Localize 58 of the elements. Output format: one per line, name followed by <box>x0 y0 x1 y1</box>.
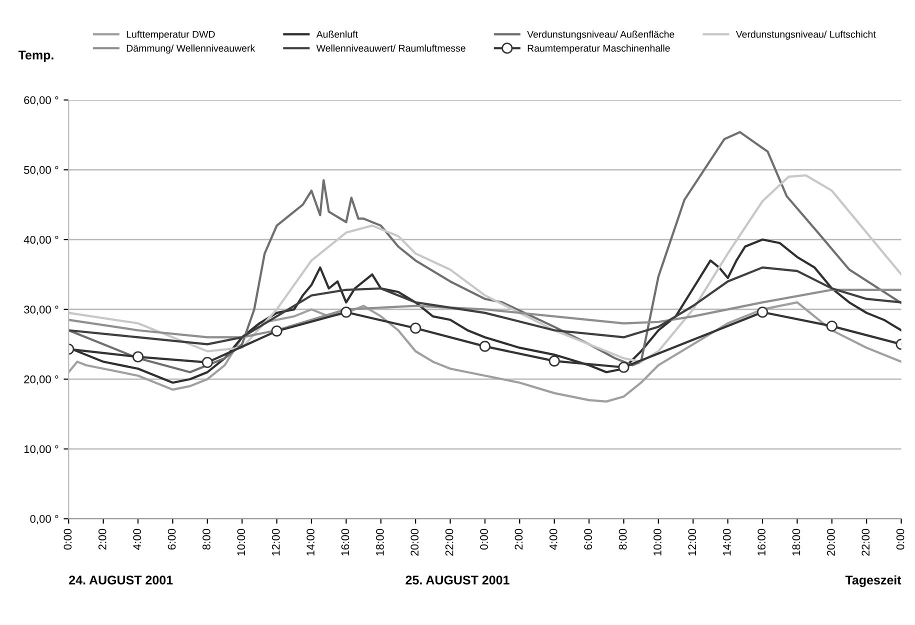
x-tick-label: 12:00 <box>272 528 280 556</box>
point <box>410 322 422 334</box>
legend-label: Raumtemperatur Maschinenhalle <box>528 44 670 54</box>
x-tick-label: 16:00 <box>758 528 766 556</box>
legend-label: Wellenniveauwert/ Raumluftmesse <box>316 44 466 52</box>
x-tick-label: 6:00 <box>168 528 176 550</box>
point <box>548 355 560 367</box>
x-tick-label: 16:00 <box>341 528 350 556</box>
x-tick-label: 10:00 <box>237 528 246 556</box>
point <box>132 351 144 362</box>
legend-label: Verdunstungsniveau/ Luftschicht <box>736 30 876 40</box>
x-tick-label: 8:00 <box>202 528 210 550</box>
y-tick-label: 40,00 ° <box>24 236 58 246</box>
x-tick-label: 2:00 <box>514 528 523 550</box>
line-series <box>68 301 902 403</box>
y-tick-label: 50,00 ° <box>24 166 58 176</box>
point <box>826 320 838 332</box>
x-tick-label: 12:00 <box>688 528 696 556</box>
x-tick-label: 8:00 <box>618 528 627 550</box>
x-tick-label: 4:00 <box>549 528 558 550</box>
legend-label: Verdunstungsniveau/ Außenfläche <box>527 30 674 40</box>
x-tick-label: 2:00 <box>98 528 106 550</box>
legend-label: Lufttemperatur DWD <box>126 30 215 40</box>
line-series <box>68 266 902 346</box>
y-axis-title: Temp. <box>18 50 54 62</box>
y-tick-label: 30,00 ° <box>24 306 58 315</box>
text: 24. AUGUST 2001 <box>69 576 173 584</box>
y-tick-label: 0,00 ° <box>30 515 58 524</box>
x-tick-label: 14:00 <box>722 528 731 556</box>
x-tick-label: 22:00 <box>862 528 870 556</box>
line-series <box>68 288 902 338</box>
point <box>340 306 352 318</box>
y-tick-label: 10,00 ° <box>24 445 58 454</box>
x-tick-label: 22:00 <box>445 528 454 556</box>
point <box>479 340 491 352</box>
x-tick-label: 18:00 <box>376 528 384 556</box>
legend-label: Dämmung/ Wellenniveauwerk <box>126 44 256 54</box>
point <box>271 325 282 337</box>
x-tick-label: 20:00 <box>410 528 419 556</box>
x-tick-label: 14:00 <box>306 528 314 556</box>
point <box>202 356 213 368</box>
line-series <box>68 174 902 363</box>
x-tick-label: 0:00 <box>64 528 72 550</box>
y-tick-label: 20,00 ° <box>24 375 58 385</box>
x-tick-label: 20:00 <box>827 528 835 556</box>
y-tick-label: 60,00 ° <box>24 96 58 106</box>
x-axis-title: Tageszeit <box>845 575 902 588</box>
point <box>618 362 630 373</box>
text: 25. AUGUST 2001 <box>406 576 510 584</box>
x-tick-label: 10:00 <box>654 528 662 556</box>
x-tick-label: 4:00 <box>133 528 141 550</box>
x-tick-label: 0:00 <box>896 528 904 550</box>
legend-label: Außenluft <box>316 30 358 38</box>
x-tick-label: 6:00 <box>584 528 592 550</box>
x-tick-label: 18:00 <box>792 528 800 556</box>
point <box>756 306 768 318</box>
line-series <box>68 130 902 374</box>
x-tick-label: 0:00 <box>480 528 488 550</box>
